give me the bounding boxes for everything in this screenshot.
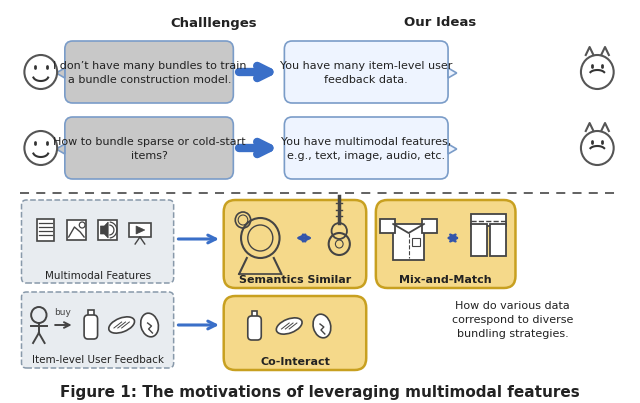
FancyBboxPatch shape: [248, 316, 261, 340]
FancyBboxPatch shape: [224, 296, 366, 370]
Text: You have multimodal features,
e.g., text, image, audio, etc.: You have multimodal features, e.g., text…: [281, 137, 451, 161]
FancyBboxPatch shape: [393, 224, 424, 260]
FancyBboxPatch shape: [471, 224, 486, 256]
FancyBboxPatch shape: [65, 41, 234, 103]
FancyBboxPatch shape: [252, 311, 257, 318]
FancyBboxPatch shape: [37, 219, 54, 241]
FancyBboxPatch shape: [129, 223, 150, 237]
Polygon shape: [100, 222, 108, 238]
Ellipse shape: [313, 314, 331, 338]
Text: Semantics Similar: Semantics Similar: [239, 275, 351, 285]
Ellipse shape: [276, 318, 302, 334]
FancyBboxPatch shape: [490, 224, 506, 256]
Polygon shape: [448, 144, 457, 154]
FancyBboxPatch shape: [65, 117, 234, 179]
Polygon shape: [56, 144, 65, 154]
Text: Figure 1: The motivations of leveraging multimodal features: Figure 1: The motivations of leveraging …: [60, 384, 580, 399]
Text: You have many item-level user
feedback data.: You have many item-level user feedback d…: [280, 61, 452, 85]
Circle shape: [581, 55, 614, 89]
Polygon shape: [448, 68, 457, 78]
Text: Co-Interact: Co-Interact: [260, 357, 330, 367]
Polygon shape: [56, 68, 65, 78]
Circle shape: [581, 131, 614, 165]
Text: Multimodal Features: Multimodal Features: [45, 271, 150, 281]
Circle shape: [24, 55, 57, 89]
FancyBboxPatch shape: [84, 315, 97, 339]
Text: buy: buy: [54, 308, 71, 317]
FancyBboxPatch shape: [97, 220, 117, 240]
FancyBboxPatch shape: [471, 214, 506, 226]
Text: Our Ideas: Our Ideas: [404, 17, 477, 29]
FancyBboxPatch shape: [22, 200, 173, 283]
Text: How do various data
correspond to diverse
bundling strategies.: How do various data correspond to divers…: [452, 301, 573, 339]
Text: Mix-and-Match: Mix-and-Match: [399, 275, 492, 285]
FancyBboxPatch shape: [284, 117, 448, 179]
FancyBboxPatch shape: [67, 220, 86, 240]
Text: I don’t have many bundles to train
a bundle construction model.: I don’t have many bundles to train a bun…: [53, 61, 246, 85]
Ellipse shape: [141, 313, 159, 337]
Ellipse shape: [109, 317, 134, 333]
FancyBboxPatch shape: [412, 238, 420, 246]
Text: Challlenges: Challlenges: [171, 17, 257, 29]
FancyBboxPatch shape: [376, 200, 515, 288]
FancyBboxPatch shape: [88, 310, 93, 317]
Text: How to bundle sparse or cold-start
items?: How to bundle sparse or cold-start items…: [53, 137, 246, 161]
FancyBboxPatch shape: [284, 41, 448, 103]
FancyBboxPatch shape: [422, 219, 438, 233]
Text: Item-level User Feedback: Item-level User Feedback: [31, 355, 164, 365]
FancyBboxPatch shape: [224, 200, 366, 288]
FancyBboxPatch shape: [22, 292, 173, 368]
FancyBboxPatch shape: [380, 219, 395, 233]
Circle shape: [24, 131, 57, 165]
Polygon shape: [136, 226, 145, 234]
